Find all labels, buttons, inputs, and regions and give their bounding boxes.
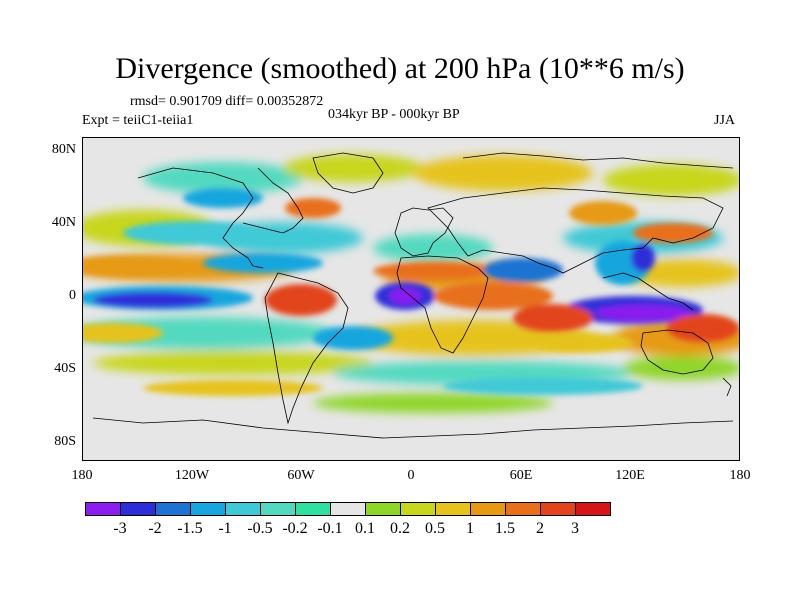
lon-label-60w: 60W [287, 468, 315, 483]
divergence-map [82, 137, 740, 461]
colorbar-swatch [260, 502, 296, 516]
colorbar-tick-label: -0.5 [247, 520, 273, 537]
lat-label-eq: 0 [69, 288, 76, 303]
colorbar-swatch [575, 502, 611, 516]
colorbar-swatch [365, 502, 401, 516]
colorbar-tick-label: 0.5 [425, 520, 445, 537]
experiment-label: Expt = teiiC1-teiia1 [82, 113, 194, 128]
colorbar-tick-label: 2 [536, 520, 544, 537]
colorbar-tick-label: -1 [218, 520, 232, 537]
lon-label-0: 0 [407, 468, 415, 483]
lon-label-60e: 60E [509, 468, 533, 483]
colorbar-tick-label: -3 [113, 520, 127, 537]
period-label: 034kyr BP - 000kyr BP [328, 107, 460, 122]
lon-label-180e: 180 [729, 468, 751, 483]
lat-label-80s: 80S [54, 434, 76, 449]
lon-label-120e: 120E [615, 468, 645, 483]
colorbar-swatch [505, 502, 541, 516]
colorbar-swatch [295, 502, 331, 516]
colorbar-swatch [120, 502, 156, 516]
colorbar-swatch [155, 502, 191, 516]
lon-label-180w: 180 [71, 468, 93, 483]
colorbar-tick-label: 0.1 [355, 520, 375, 537]
colorbar-swatch [85, 502, 121, 516]
colorbar [85, 502, 611, 516]
coastlines [92, 152, 734, 439]
map-canvas [83, 138, 739, 460]
colorbar-swatch [400, 502, 436, 516]
colorbar-swatch [540, 502, 576, 516]
colorbar-tick-label: -0.1 [317, 520, 343, 537]
colorbar-tick-label: -2 [148, 520, 162, 537]
lat-label-40s: 40S [54, 361, 76, 376]
colorbar-tick-label: 0.2 [390, 520, 410, 537]
season-label: JJA [714, 113, 736, 128]
colorbar-tick-label: -1.5 [177, 520, 203, 537]
colorbar-tick-label: 1.5 [495, 520, 515, 537]
colorbar-tick-label: -0.2 [282, 520, 308, 537]
colorbar-swatch [225, 502, 261, 516]
colorbar-swatch [470, 502, 506, 516]
colorbar-swatch [190, 502, 226, 516]
plot-title: Divergence (smoothed) at 200 hPa (10**6 … [115, 52, 685, 85]
colorbar-swatch [435, 502, 471, 516]
lat-label-40n: 40N [51, 215, 76, 230]
colorbar-tick-label: 3 [571, 520, 579, 537]
colorbar-tick-label: 1 [466, 520, 474, 537]
stats-text: rmsd= 0.901709 diff= 0.00352872 [130, 94, 324, 109]
lat-label-80n: 80N [51, 142, 76, 157]
colorbar-swatch [330, 502, 366, 516]
lon-label-120w: 120W [174, 468, 210, 483]
